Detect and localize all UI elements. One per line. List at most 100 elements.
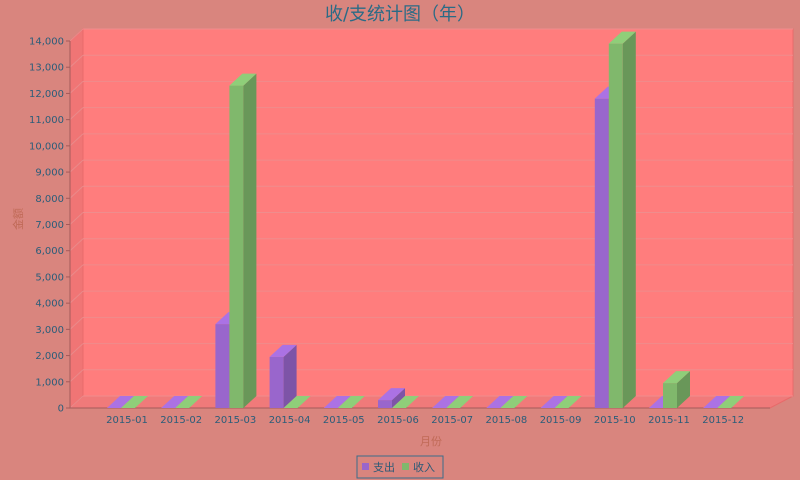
bar-top xyxy=(337,396,365,408)
bar-top xyxy=(121,396,148,408)
bar-支出-2015-12 xyxy=(703,396,731,408)
chart-legend: 支出 收入 xyxy=(356,455,444,479)
bar-front xyxy=(663,383,677,408)
y-tick-label: 2,000 xyxy=(35,351,64,362)
y-tick-label: 11,000 xyxy=(29,115,64,126)
legend-swatch xyxy=(402,463,409,470)
y-tick-label: 6,000 xyxy=(35,246,64,257)
bar-side xyxy=(283,344,297,408)
y-tick-label: 0 xyxy=(58,404,64,415)
y-tick-label: 12,000 xyxy=(29,89,64,100)
bar-收入-2015-12 xyxy=(717,396,745,408)
bar-top xyxy=(283,396,311,408)
gridline-depth xyxy=(69,369,84,383)
bar-top xyxy=(703,396,731,408)
gridline-depth xyxy=(69,238,84,252)
bar-收入-2015-05 xyxy=(337,396,365,408)
bar-top xyxy=(378,388,405,401)
bar-top xyxy=(663,371,690,384)
x-tick-label: 2015-07 xyxy=(431,415,473,426)
bar-top xyxy=(500,396,528,408)
gridline-depth xyxy=(69,395,84,409)
x-tick-label: 2015-05 xyxy=(323,415,365,426)
gridline-depth xyxy=(69,185,84,199)
bar-side xyxy=(392,388,405,408)
bar-top xyxy=(486,396,514,408)
gridline-depth xyxy=(69,81,84,94)
gridline-depth xyxy=(69,107,84,121)
bar-top xyxy=(608,31,636,44)
y-tick-label: 5,000 xyxy=(35,272,64,283)
bar-收入-2015-02 xyxy=(175,396,203,408)
bar-支出-2015-01 xyxy=(107,396,134,408)
x-tick-label: 2015-09 xyxy=(540,415,582,426)
bar-收入-2015-11 xyxy=(663,371,690,408)
x-tick-label: 2015-08 xyxy=(486,415,528,426)
x-tick-label: 2015-06 xyxy=(377,415,419,426)
chart-title: 收/支统计图（年） xyxy=(325,4,475,25)
bar-支出-2015-02 xyxy=(161,396,189,408)
bar-top xyxy=(107,396,134,408)
y-tick-label: 1,000 xyxy=(35,377,64,388)
bar-side xyxy=(243,73,257,409)
bar-top xyxy=(432,396,460,408)
x-tick-label: 2015-01 xyxy=(106,415,148,426)
x-tick-label: 2015-02 xyxy=(160,415,202,426)
y-tick-label: 14,000 xyxy=(29,37,64,48)
x-tick-label: 2015-10 xyxy=(594,415,636,426)
y-tick-label: 8,000 xyxy=(35,194,64,205)
legend-item: 收入 xyxy=(413,460,435,474)
legend-swatch xyxy=(362,463,369,470)
bar-top xyxy=(717,396,745,408)
bar-top xyxy=(323,396,351,408)
bar-front xyxy=(608,43,623,408)
gridline-depth xyxy=(69,28,84,42)
y-tick-label: 9,000 xyxy=(35,168,64,179)
gridline-depth xyxy=(69,54,84,68)
y-tick-label: 13,000 xyxy=(29,63,64,74)
bar-收入-2015-01 xyxy=(121,396,148,408)
bar-top xyxy=(229,73,257,86)
bar-top xyxy=(175,396,203,408)
bar-支出-2015-09 xyxy=(540,396,568,408)
bar-收入-2015-06 xyxy=(392,396,419,408)
gridline-depth xyxy=(69,212,84,225)
bar-side xyxy=(677,371,690,408)
bar-收入-2015-08 xyxy=(500,396,528,408)
bar-front xyxy=(378,400,392,408)
bar-收入-2015-04 xyxy=(283,396,311,408)
bar-front xyxy=(215,324,230,408)
x-tick-label: 2015-04 xyxy=(269,415,311,426)
bar-支出-2015-06 xyxy=(378,388,405,408)
bar-top xyxy=(161,396,189,408)
legend-item: 支出 xyxy=(373,460,395,474)
gridline-depth xyxy=(69,133,84,147)
bar-front xyxy=(594,98,609,409)
bar-支出-2015-08 xyxy=(486,396,514,408)
bar-top xyxy=(392,396,419,408)
x-tick-label: 2015-03 xyxy=(215,415,257,426)
bar-top xyxy=(269,344,297,357)
bar-收入-2015-03 xyxy=(229,73,257,409)
bar-支出-2015-04 xyxy=(269,344,297,408)
y-tick-label: 7,000 xyxy=(35,220,64,231)
gridline-depth xyxy=(69,159,84,173)
x-axis-label: 月份 xyxy=(420,435,442,448)
y-tick-label: 10,000 xyxy=(29,141,64,152)
bar-top xyxy=(540,396,568,408)
legend-box xyxy=(356,455,444,479)
bar-front xyxy=(229,85,244,409)
x-tick-label: 2015-12 xyxy=(702,415,744,426)
gridline-depth xyxy=(69,290,84,304)
bar-收入-2015-09 xyxy=(554,396,582,408)
y-axis-label: 金额 xyxy=(11,208,25,230)
bar-收入-2015-10 xyxy=(608,31,636,408)
x-tick-label: 2015-11 xyxy=(648,415,690,426)
bar-支出-2015-07 xyxy=(432,396,460,408)
bar-side xyxy=(622,31,636,408)
bar-top xyxy=(446,396,474,408)
gridline-depth xyxy=(69,316,84,330)
plot-area: 0 1,000 2,000 3,000 4,000 5,000 6,000 7,000 8,00… xyxy=(29,27,794,426)
